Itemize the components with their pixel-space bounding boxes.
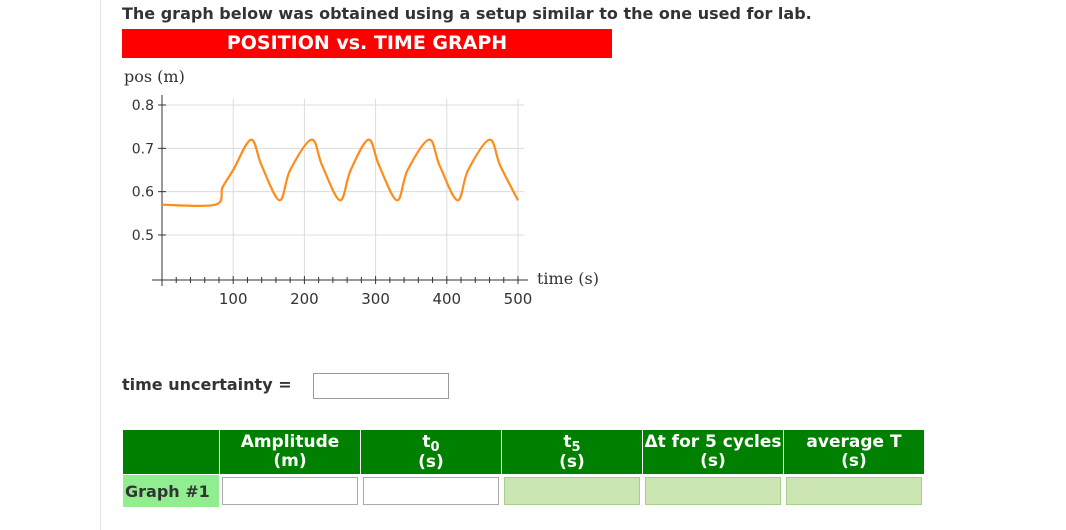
- t5-header-name: t: [563, 431, 572, 452]
- amplitude-input[interactable]: [222, 477, 358, 505]
- t5-header-unit: (s): [559, 451, 585, 472]
- average-t-cell: [784, 475, 924, 507]
- average-t-header-unit: (s): [841, 451, 867, 471]
- t0-input[interactable]: [363, 477, 499, 505]
- y-tick-label: 0.6: [132, 185, 154, 201]
- intro-text: The graph below was obtained using a set…: [122, 4, 812, 23]
- t5-cell: [502, 475, 642, 507]
- x-tick-label: 400: [432, 290, 461, 308]
- table-row: Graph #1: [123, 475, 924, 507]
- t5-computed-field: [504, 477, 640, 505]
- page-left-border: [100, 0, 101, 530]
- time-uncertainty-label: time uncertainty =: [122, 375, 292, 394]
- y-axis-label: pos (m): [124, 67, 185, 86]
- results-table: Amplitude (m) t0 (s) t5 (s) Δt for 5 cyc…: [122, 429, 925, 508]
- amplitude-header-name: Amplitude: [240, 432, 340, 452]
- graph-title-banner: POSITION vs. TIME GRAPH: [122, 29, 612, 58]
- t0-header-subscript: 0: [430, 439, 440, 455]
- t5-header: t5 (s): [502, 430, 642, 474]
- y-tick-label: 0.8: [132, 98, 154, 114]
- delta-t-header: Δt for 5 cycles (s): [643, 430, 783, 474]
- delta-t-header-name: Δt for 5 cycles: [644, 432, 782, 452]
- t0-header-unit: (s): [418, 451, 444, 472]
- amplitude-cell: [220, 475, 360, 507]
- t5-header-subscript: 5: [571, 439, 581, 455]
- y-tick-label: 0.5: [132, 228, 154, 244]
- t0-header-name: t: [422, 431, 431, 452]
- amplitude-header-unit: (m): [273, 451, 307, 471]
- time-uncertainty-input[interactable]: [313, 373, 449, 399]
- t0-header: t0 (s): [361, 430, 501, 474]
- corner-header: [123, 430, 219, 474]
- delta-t-cell: [643, 475, 783, 507]
- delta-t-header-unit: (s): [700, 451, 726, 471]
- x-tick-label: 200: [290, 290, 319, 308]
- position-series-line: [161, 138, 519, 208]
- y-tick-label: 0.7: [132, 141, 154, 157]
- t0-cell: [361, 475, 501, 507]
- x-tick-label: 100: [219, 290, 248, 308]
- x-tick-label: 500: [504, 290, 533, 308]
- amplitude-header: Amplitude (m): [220, 430, 360, 474]
- x-tick-label: 300: [361, 290, 390, 308]
- average-t-header-name: average T: [806, 432, 902, 452]
- delta-t-computed-field: [645, 477, 781, 505]
- average-t-computed-field: [786, 477, 922, 505]
- row-label-graph-1: Graph #1: [123, 475, 219, 507]
- table-header-row: Amplitude (m) t0 (s) t5 (s) Δt for 5 cyc…: [123, 430, 924, 474]
- x-axis-label: time (s): [537, 269, 599, 288]
- average-t-header: average T (s): [784, 430, 924, 474]
- position-time-chart: 0.8 0.7 0.6 0.5 100 200 300 400 500 pos (m) time (…: [124, 67, 599, 308]
